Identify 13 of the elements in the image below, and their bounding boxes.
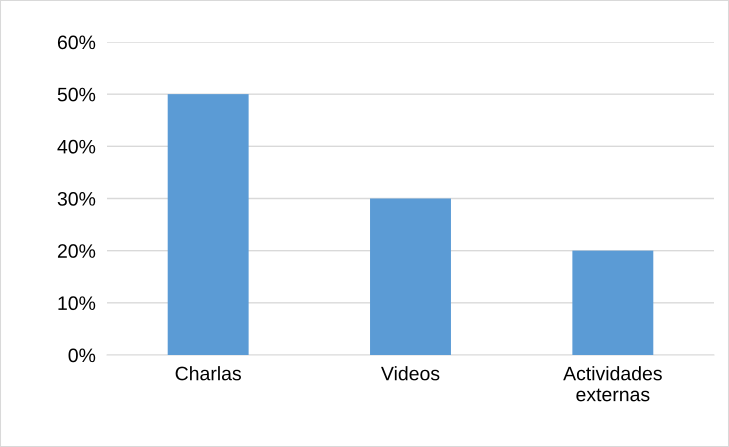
y-tick-label: 30% [58,192,96,206]
y-tick-label: 60% [58,35,96,50]
bar [572,250,654,355]
bar [370,198,451,355]
y-tick-label: 10% [58,296,96,310]
x-tick-label: Actividades externas [563,366,662,402]
y-tick-label: 0% [68,348,96,362]
x-tick-label: Charlas [176,366,241,380]
y-tick-label: 50% [58,88,96,102]
y-tick-label: 40% [57,140,96,154]
bar [168,94,249,355]
x-tick-label: Videos [381,366,440,380]
y-tick-label: 20% [58,244,96,258]
